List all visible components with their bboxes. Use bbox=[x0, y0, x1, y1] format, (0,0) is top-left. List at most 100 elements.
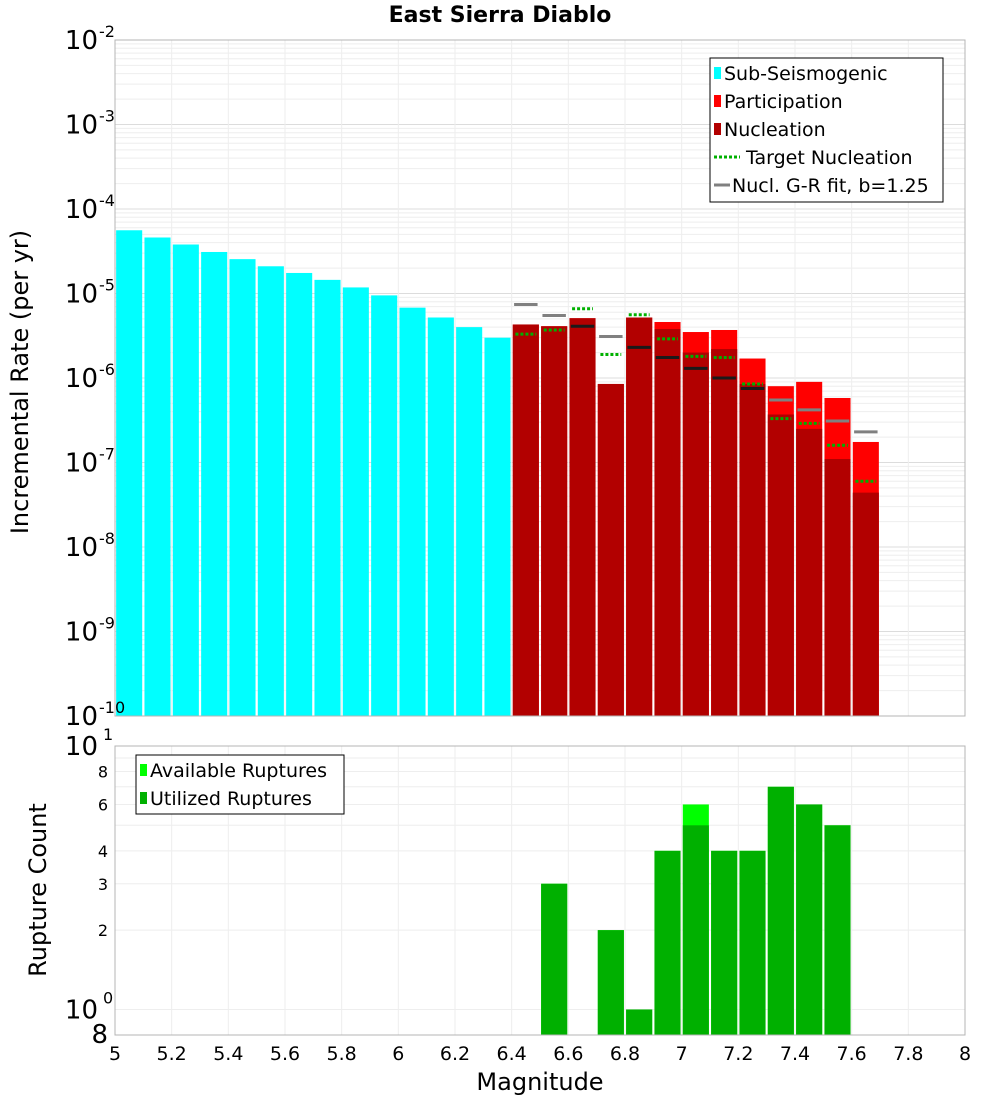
bottom-y-tick-label: 2 bbox=[98, 921, 108, 940]
top-y-tick-label: 10 bbox=[65, 111, 98, 141]
legend-label-utilized-ruptures: Utilized Ruptures bbox=[150, 788, 312, 810]
x-tick-labels: 5 5.2 5.4 5.6 5.8 6 6.2 6.4 6.6 6.8 7 7.2 7.4 7.6 7.8 8 bbox=[109, 1043, 971, 1065]
sub-seismogenic-bar bbox=[456, 327, 483, 716]
x-tick-label: 6.2 bbox=[440, 1043, 470, 1065]
top-y-tick-label: 10 bbox=[65, 364, 98, 394]
utilized-ruptures-bar bbox=[711, 850, 738, 1035]
top-y-tick-label: 10 bbox=[65, 195, 98, 225]
nucleation-bar bbox=[824, 459, 851, 716]
x-tick-label: 6.6 bbox=[553, 1043, 583, 1065]
sub-seismogenic-bar bbox=[229, 259, 256, 716]
sub-seismogenic-bar bbox=[144, 237, 171, 717]
legend-label-participation: Participation bbox=[724, 91, 843, 113]
top-y-tick-exponent: -7 bbox=[99, 445, 115, 464]
sub-seismogenic-bar bbox=[116, 230, 143, 716]
top-y-tick-label: 10 bbox=[65, 26, 98, 56]
bottom-y-axis-label: Rupture Count bbox=[24, 803, 52, 977]
top-legend-box bbox=[709, 57, 944, 203]
top-y-tick-exponent: -5 bbox=[99, 276, 115, 295]
sub-seismogenic-bar bbox=[371, 295, 398, 716]
nucleation-bar bbox=[796, 428, 823, 716]
bottom-y-tick-label: 8 bbox=[98, 763, 108, 782]
utilized-ruptures-bar bbox=[682, 825, 709, 1035]
utilized-ruptures-bar bbox=[626, 1009, 653, 1035]
top-y-tick-label: 10 bbox=[65, 533, 98, 563]
x-tick-label: 6 bbox=[392, 1043, 404, 1065]
legend-label-target-nucleation: Target Nucleation bbox=[745, 147, 913, 169]
legend-swatch-utilized-ruptures bbox=[140, 792, 147, 804]
x-tick-label: 6.4 bbox=[497, 1043, 527, 1065]
top-y-tick-label: 10 bbox=[65, 280, 98, 310]
utilized-ruptures-bar bbox=[824, 825, 851, 1035]
bottom-y-tick-label: 6 bbox=[98, 795, 108, 814]
nucleation-bar bbox=[682, 352, 709, 716]
utilized-ruptures-bar bbox=[796, 804, 823, 1035]
nucleation-bar bbox=[852, 492, 879, 716]
top-bars bbox=[116, 230, 879, 717]
top-y-axis-label: Incremental Rate (per yr) bbox=[6, 230, 34, 534]
sub-seismogenic-bar bbox=[201, 251, 228, 717]
top-y-tick-exponent: -10 bbox=[99, 698, 125, 717]
legend-label-available-ruptures: Available Ruptures bbox=[150, 760, 327, 782]
bottom-bars bbox=[541, 786, 851, 1035]
top-plot-frame bbox=[114, 39, 966, 717]
bottom-y-tick-labels: 8 6 4 3 2 10 1 10 0 8 bbox=[65, 725, 113, 1050]
top-y-tick-label: 10 bbox=[65, 702, 98, 732]
sub-seismogenic-bar bbox=[484, 337, 511, 716]
x-tick-label: 5.6 bbox=[270, 1043, 300, 1065]
bottom-y-major-tick-exponent: 0 bbox=[103, 988, 113, 1007]
sub-seismogenic-bar bbox=[399, 307, 426, 716]
sub-seismogenic-bar bbox=[257, 266, 284, 716]
x-tick-label: 7.6 bbox=[837, 1043, 867, 1065]
top-legend: Sub-Seismogenic Participation Nucleation… bbox=[709, 57, 944, 203]
bottom-y-major-tick-exponent: 1 bbox=[103, 725, 113, 744]
top-y-tick-label: 10 bbox=[65, 618, 98, 648]
bottom-legend-box bbox=[135, 754, 345, 815]
x-tick-label: 7 bbox=[676, 1043, 688, 1065]
x-tick-label: 7.4 bbox=[780, 1043, 810, 1065]
top-y-tick-exponent: -4 bbox=[99, 191, 115, 210]
x-tick-label: 5.8 bbox=[327, 1043, 357, 1065]
bottom-plot-frame bbox=[114, 745, 966, 1036]
utilized-ruptures-bar bbox=[767, 786, 794, 1035]
bottom-y-tick-label: 4 bbox=[98, 842, 108, 861]
x-tick-label: 7.2 bbox=[723, 1043, 753, 1065]
nucleation-bar bbox=[654, 329, 681, 716]
sub-seismogenic-bar bbox=[342, 287, 369, 716]
legend-label-sub-seismogenic: Sub-Seismogenic bbox=[724, 63, 888, 85]
nucleation-bar bbox=[767, 414, 794, 716]
sub-seismogenic-bar bbox=[314, 279, 341, 716]
x-tick-label: 5.4 bbox=[213, 1043, 243, 1065]
sub-seismogenic-bar bbox=[172, 244, 199, 716]
top-y-tick-labels: 10-210-310-410-510-610-710-810-910-10 bbox=[65, 22, 125, 732]
legend-swatch-sub-seismogenic bbox=[714, 67, 721, 79]
chart-title: East Sierra Diablo bbox=[389, 3, 612, 28]
sub-seismogenic-bar bbox=[427, 317, 454, 716]
x-tick-label: 5 bbox=[109, 1043, 121, 1065]
top-y-tick-exponent: -9 bbox=[99, 614, 115, 633]
nucleation-bar bbox=[512, 324, 539, 716]
top-y-tick-exponent: -8 bbox=[99, 529, 115, 548]
bottom-panel: 8 6 4 3 2 10 1 10 0 8 5 5.2 5.4 5.6 5.8 6 6.2 6.4 6.6 6.8 7… bbox=[24, 725, 971, 1096]
top-y-tick-exponent: -3 bbox=[99, 107, 115, 126]
bottom-y-major-tick-label: 10 bbox=[65, 995, 98, 1025]
nucleation-bar bbox=[569, 318, 596, 716]
top-y-tick-label: 10 bbox=[65, 449, 98, 479]
nucleation-bar bbox=[541, 326, 568, 716]
bottom-y-tick-label: 3 bbox=[98, 875, 108, 894]
utilized-ruptures-bar bbox=[654, 850, 681, 1035]
utilized-ruptures-bar bbox=[739, 850, 766, 1035]
utilized-ruptures-bar bbox=[597, 930, 624, 1035]
bottom-y-major-tick-label: 10 bbox=[65, 732, 98, 762]
top-markers bbox=[514, 303, 878, 483]
sub-seismogenic-bar bbox=[286, 272, 313, 716]
bottom-y-min-tick-label: 8 bbox=[91, 1020, 108, 1050]
legend-swatch-nucleation bbox=[714, 123, 721, 135]
nucleation-bar bbox=[626, 317, 653, 716]
nucleation-bar bbox=[711, 349, 738, 716]
x-tick-label: 7.8 bbox=[893, 1043, 923, 1065]
utilized-ruptures-bar bbox=[541, 883, 568, 1035]
top-y-tick-exponent: -2 bbox=[99, 22, 115, 41]
legend-swatch-participation bbox=[714, 95, 721, 107]
